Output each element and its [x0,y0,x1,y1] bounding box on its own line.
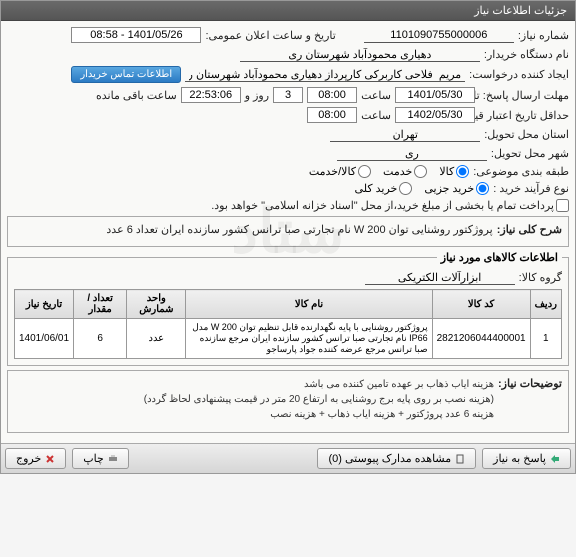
exit-label: خروج [16,452,41,465]
deadline-date [395,87,475,103]
buy-process-radios: خرید جزیی خرید کلی [355,182,490,195]
validity-time [307,107,357,123]
contact-buyer-button[interactable]: اطلاعات تماس خریدار [71,66,181,83]
cat-kala-radio[interactable] [456,165,469,178]
cell-row: 1 [530,319,561,359]
th-qty: تعداد / مقدار [74,290,127,319]
items-table: ردیف کد کالا نام کالا واحد شمارش تعداد /… [14,289,562,359]
cell-date: 1401/06/01 [15,319,74,359]
buy-r2-label: خرید کلی [355,182,398,195]
cat-both-option[interactable]: کالا/خدمت [309,165,371,178]
exit-icon [45,454,55,464]
main-panel: جزئیات اطلاعات نیاز ستاد شماره نیاز: تار… [0,0,576,474]
notes-label: توضیحات نیاز: [498,377,562,390]
reply-icon [550,454,560,464]
buy-r1-radio[interactable] [476,182,489,195]
city-field [337,146,487,161]
remain-time [181,87,241,103]
rooz-label: روز و [245,89,269,102]
cell-qty: 6 [74,319,127,359]
need-no-label: شماره نیاز: [518,29,569,42]
print-label: چاپ [83,452,104,465]
th-code: کد کالا [432,290,530,319]
note-line3: هزینه 6 عدد پروژکتور + هزینه ایاب ذهاب +… [144,407,494,422]
buyer-label: نام دستگاه خریدار: [484,48,569,61]
category-radios: کالا خدمت کالا/خدمت [309,165,469,178]
buy-note-check[interactable] [556,199,569,212]
docs-label: مشاهده مدارک پیوستی (0) [328,452,451,465]
goods-legend: اطلاعات کالاهای مورد نیاز [437,251,562,264]
saat-label-1: ساعت [361,89,391,102]
announce-field [71,27,201,43]
th-unit: واحد شمارش [127,290,186,319]
table-row: 1 2821206044400001 پروژکتور روشنایی با پ… [15,319,562,359]
print-button[interactable]: چاپ [72,448,129,469]
validity-label: حداقل تاریخ اعتبار قیمت: تا تاریخ: [479,109,569,122]
note-line2: (هزینه نصب بر روی پایه برج روشنایی به ار… [144,392,494,407]
docs-button[interactable]: مشاهده مدارک پیوستی (0) [317,448,476,469]
state-label: استان محل تحویل: [484,128,569,141]
cat-khadamat-label: خدمت [383,165,412,178]
buy-note-label: پرداخت تمام یا بخشی از مبلغ خرید،از محل … [211,199,554,212]
state-field [330,127,480,142]
buy-note-option[interactable]: پرداخت تمام یا بخشی از مبلغ خرید،از محل … [211,199,569,212]
notes-fieldset: توضیحات نیاز: هزینه ایاب ذهاب بر عهده تا… [7,370,569,433]
table-header-row: ردیف کد کالا نام کالا واحد شمارش تعداد /… [15,290,562,319]
notes-body: هزینه ایاب ذهاب بر عهده تامین کننده می ب… [144,377,494,422]
attachment-icon [455,454,465,464]
th-date: تاریخ نیاز [15,290,74,319]
group-field [365,270,515,285]
cell-name: پروژکتور روشنایی با پایه نگهدارنده قابل … [186,319,432,359]
saat-label-2: ساعت [361,109,391,122]
exit-button[interactable]: خروج [5,448,66,469]
note-line1: هزینه ایاب ذهاب بر عهده تامین کننده می ب… [144,377,494,392]
buy-r1-label: خرید جزیی [424,182,474,195]
creator-label: ایجاد کننده درخواست: [469,68,569,81]
category-label: طبقه بندی موضوعی: [473,165,569,178]
th-row: ردیف [530,290,561,319]
buy-r2-radio[interactable] [399,182,412,195]
creator-field [185,67,465,82]
cell-code: 2821206044400001 [432,319,530,359]
desc-fieldset: شرح کلی نیاز: پروژکتور روشنایی توان W 20… [7,216,569,247]
remain-days [273,87,303,103]
th-name: نام کالا [186,290,432,319]
goods-fieldset: اطلاعات کالاهای مورد نیاز گروه کالا: ردی… [7,251,569,366]
cat-khadamat-option[interactable]: خدمت [383,165,427,178]
group-label: گروه کالا: [519,271,562,284]
buy-r1-option[interactable]: خرید جزیی [424,182,489,195]
validity-date [395,107,475,123]
cat-both-radio[interactable] [358,165,371,178]
print-icon [108,454,118,464]
desc-header: شرح کلی نیاز: [497,223,562,236]
need-no-field [364,28,514,43]
remain-suffix: ساعت باقی مانده [96,89,177,102]
deadline-time [307,87,357,103]
cat-both-label: کالا/خدمت [309,165,356,178]
city-label: شهر محل تحویل: [491,147,569,160]
cat-khadamat-radio[interactable] [414,165,427,178]
buyer-field [240,47,480,62]
announce-label: تاریخ و ساعت اعلان عمومی: [205,29,335,42]
deadline-label: مهلت ارسال پاسخ: تا تاریخ: [479,89,569,102]
panel-title: جزئیات اطلاعات نیاز [1,1,575,21]
buy-r2-option[interactable]: خرید کلی [355,182,413,195]
desc-value: پروژکتور روشنایی توان W 200 نام تجارتی ص… [106,223,492,236]
reply-label: پاسخ به نیاز [493,452,546,465]
cell-unit: عدد [127,319,186,359]
cat-kala-option[interactable]: کالا [439,165,469,178]
buy-process-label: نوع فرآیند خرید : [493,182,569,195]
footer-bar: پاسخ به نیاز مشاهده مدارک پیوستی (0) چاپ… [1,443,575,473]
cat-kala-label: کالا [439,165,454,178]
reply-button[interactable]: پاسخ به نیاز [482,448,571,469]
